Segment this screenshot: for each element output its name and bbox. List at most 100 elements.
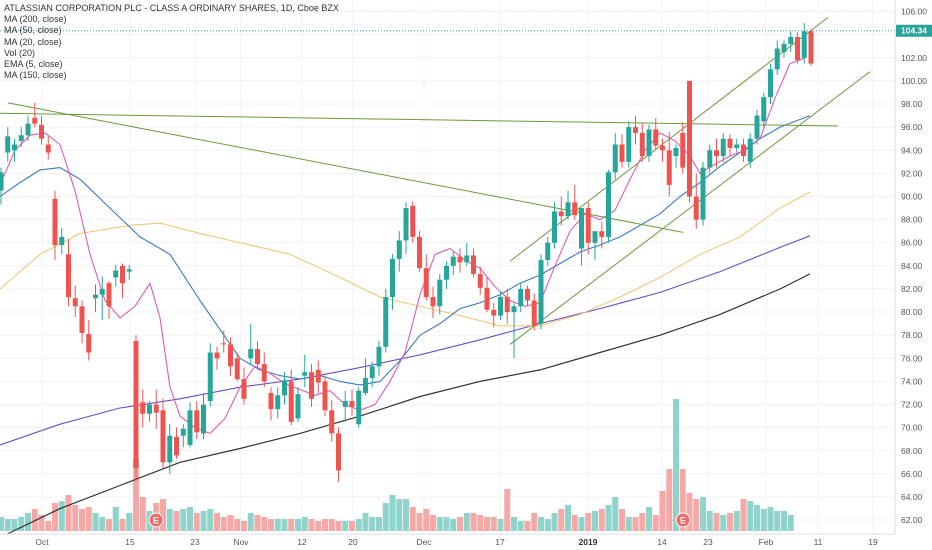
candle [545, 236, 551, 266]
candle-body [714, 150, 719, 157]
candle [747, 132, 753, 168]
candle [653, 117, 659, 151]
candle [153, 389, 159, 429]
candle-body [45, 144, 51, 153]
volume-bar [92, 513, 99, 531]
candle [390, 254, 395, 310]
candle [727, 134, 733, 157]
candle-body [572, 202, 578, 215]
volume-bar [261, 517, 268, 531]
volume-bar [382, 503, 389, 531]
price-tick-label: 70.00 [901, 423, 923, 433]
candle-body [32, 117, 38, 124]
price-tick-label: 86.00 [901, 238, 923, 248]
candle-body [39, 124, 44, 139]
candle-body [808, 31, 814, 64]
candle [430, 286, 436, 318]
candle-body [336, 433, 341, 471]
candle [126, 264, 132, 280]
candle [174, 427, 179, 459]
candle [579, 208, 584, 266]
price-axis[interactable]: 62.00 64.00 66.00 68.00 70.00 72.00 74.00 76.00… [894, 0, 932, 550]
candle [160, 398, 166, 469]
candle-body [174, 436, 179, 456]
volume-bar [288, 519, 295, 531]
ma200-line [0, 273, 811, 539]
candle [180, 424, 186, 448]
earnings-letter: E [680, 516, 686, 526]
candle [781, 40, 787, 58]
legend-ma20[interactable]: MA (20, close) [4, 36, 62, 47]
earnings-marker[interactable]: E [148, 512, 164, 528]
candle [295, 387, 301, 422]
candle [626, 121, 632, 168]
volume-bar [268, 519, 274, 531]
volume-bar [72, 505, 79, 531]
legend-ma50[interactable]: MA (50, close) [4, 25, 62, 36]
candle [120, 263, 125, 299]
volume-bar [713, 513, 720, 531]
legend-ema5[interactable]: EMA (5, close) [4, 59, 63, 70]
candle-body [201, 404, 206, 434]
volume-bar [355, 519, 362, 531]
candle [45, 136, 51, 160]
volume-bar [578, 517, 585, 531]
candle [52, 190, 58, 261]
candle [531, 293, 537, 331]
time-axis[interactable]: Oct 15 23 Nov 12 20 Dec 17 2019 14 23 Feb 11 19 [0, 533, 932, 550]
volume-bar [673, 399, 679, 531]
candle-body [781, 43, 787, 53]
volume-bar [524, 521, 531, 531]
candle-body [18, 135, 24, 142]
candle [788, 31, 794, 53]
candle-body [491, 309, 497, 316]
volume-bar [612, 497, 619, 531]
volume-bar [639, 513, 646, 531]
candle-body [612, 144, 618, 173]
candle-body [12, 144, 17, 151]
candle [714, 138, 719, 168]
candle [59, 227, 65, 255]
candle [754, 109, 760, 145]
volume-bar [531, 513, 538, 531]
legend-ma200[interactable]: MA (200, close) [4, 14, 67, 25]
volume-bar [585, 513, 592, 531]
volume-bar [200, 511, 207, 531]
volume-bar [106, 519, 112, 531]
volume-bar [619, 509, 625, 531]
candle-body [437, 279, 443, 307]
candle-body [390, 258, 395, 298]
candle-body [93, 294, 98, 299]
candle [538, 254, 544, 330]
candle [585, 202, 591, 255]
candle-body [585, 208, 591, 243]
legend-ma150[interactable]: MA (150, close) [4, 70, 67, 81]
candle [450, 250, 456, 276]
earnings-circle [148, 512, 164, 528]
candle [477, 267, 483, 295]
volume-bar [139, 497, 146, 531]
candle [511, 302, 517, 359]
candle [592, 231, 598, 261]
earnings-marker[interactable]: E [675, 512, 691, 528]
candle [646, 124, 652, 162]
price-tick-label: 62.00 [901, 515, 923, 525]
volume-bar [787, 515, 794, 531]
candle [484, 277, 490, 313]
candle [768, 63, 773, 105]
candle [761, 92, 767, 128]
volume-bar [160, 499, 166, 531]
volume-bar [436, 517, 443, 531]
candle [734, 138, 740, 153]
candle-body [295, 394, 301, 419]
legend-volume[interactable]: Vol (20) [4, 47, 36, 58]
price-tick-label: 76.00 [901, 353, 923, 363]
candle-body [673, 147, 679, 157]
time-tick-label: 17 [495, 537, 505, 547]
volume-bar [592, 511, 598, 531]
volume-bar [112, 507, 119, 531]
volume-bar [328, 519, 335, 531]
candle [322, 375, 328, 417]
